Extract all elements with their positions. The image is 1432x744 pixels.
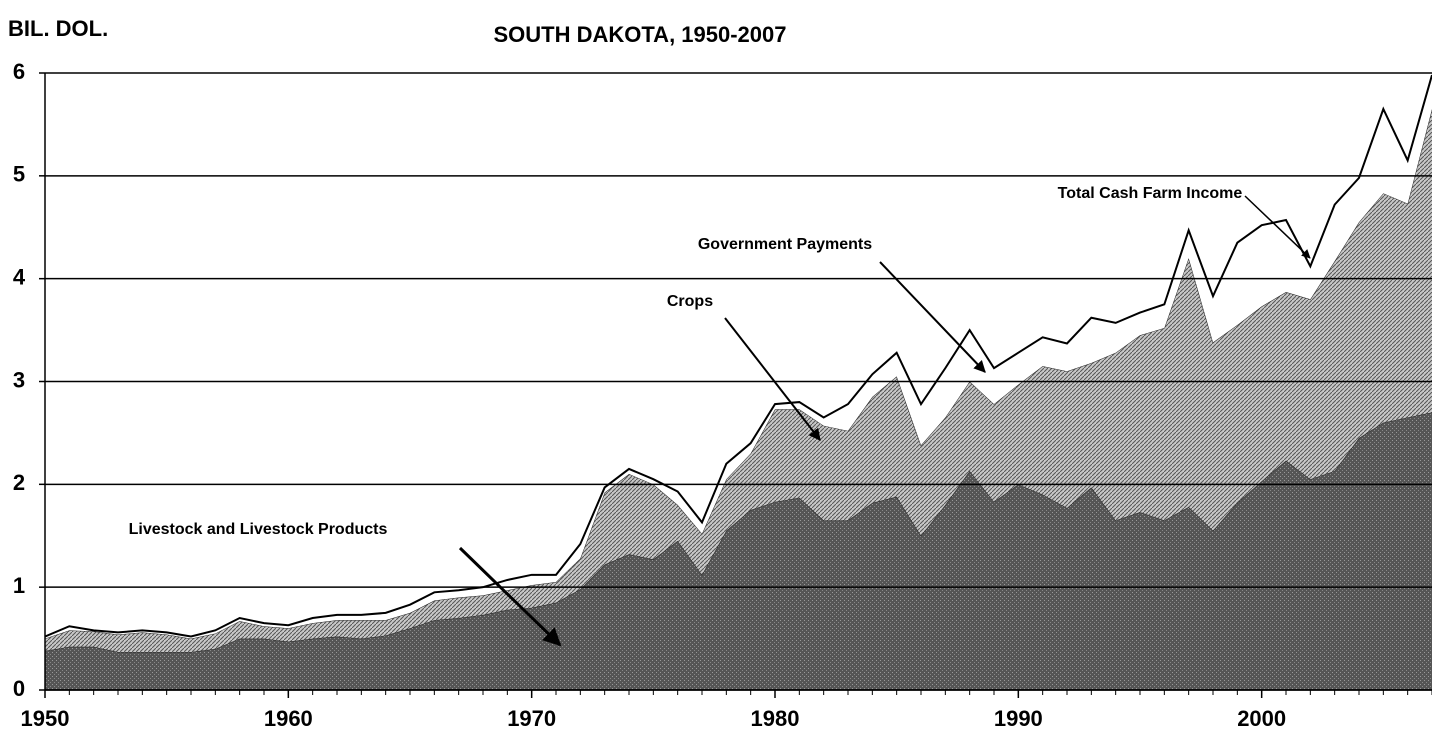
y-tick-label: 3 [13,367,25,392]
arrow [879,261,986,373]
x-tick-label: 1990 [994,706,1043,731]
arrow [1244,195,1311,259]
y-axis-label: BIL. DOL. [8,16,108,41]
arrow [724,317,821,441]
y-tick-label: 6 [13,59,25,84]
chart-title: SOUTH DAKOTA, 1950-2007 [493,22,786,47]
area-fill [45,412,1432,690]
y-tick-label: 2 [13,470,25,495]
y-tick-label: 5 [13,162,25,187]
y-tick-label: 1 [13,573,25,598]
arrow [458,546,562,647]
annotation: Total Cash Farm Income [1058,185,1243,202]
x-tick-label: 1950 [21,706,70,731]
plot: 0 1 2 3 4 5 6 1950 1960 1970 1980 1990 2000 [13,59,1432,731]
annotations: Total Cash Farm Income Government Paymen… [129,185,1311,647]
x-tick-label: 1980 [751,706,800,731]
annotation: Livestock and Livestock Products [129,521,388,538]
x-tick-label: 1960 [264,706,313,731]
annotation: Government Payments [698,236,872,253]
x-tick-label: 2000 [1237,706,1286,731]
area-fill [45,108,1432,652]
y-tick-label: 4 [13,264,26,289]
x-tick-label: 1970 [507,706,556,731]
annotation: Crops [667,293,713,310]
area-edge [44,74,1432,638]
y-tick-label: 0 [13,676,25,701]
